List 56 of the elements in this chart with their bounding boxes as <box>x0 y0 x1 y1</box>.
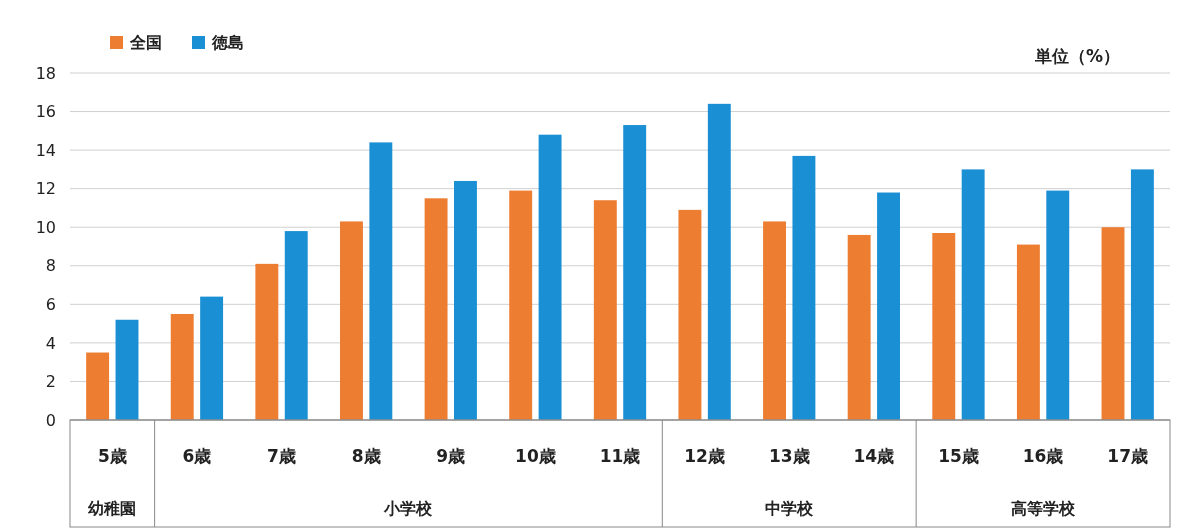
bar <box>1130 169 1154 420</box>
bar <box>877 192 900 420</box>
bar <box>707 103 731 420</box>
x-tick-label: 9歳 <box>436 446 466 466</box>
legend-label: 全国 <box>129 33 162 52</box>
bar <box>1046 190 1070 420</box>
bar <box>593 200 617 420</box>
y-tick-label: 10 <box>35 217 56 237</box>
y-tick-label: 18 <box>35 63 56 83</box>
bar <box>115 319 139 420</box>
bar <box>1016 244 1040 420</box>
y-tick-label: 16 <box>35 102 56 122</box>
bar <box>200 296 224 420</box>
bar <box>1101 227 1125 420</box>
x-tick-label: 13歳 <box>768 446 810 466</box>
bar <box>847 234 871 420</box>
y-tick-label: 8 <box>45 256 56 276</box>
bar <box>678 209 702 420</box>
x-tick-label: 12歳 <box>684 446 725 466</box>
bar <box>369 142 393 420</box>
bar <box>255 263 279 420</box>
bar <box>170 313 194 420</box>
bar <box>763 221 786 420</box>
x-tick-label: 11歳 <box>599 446 641 466</box>
x-tick-label: 7歳 <box>267 446 296 466</box>
x-tick-label: 10歳 <box>515 446 556 466</box>
y-tick-label: 14 <box>35 140 56 160</box>
bar <box>340 221 363 420</box>
bar <box>538 134 562 420</box>
bar <box>284 231 308 420</box>
text: 小学校 <box>383 499 434 518</box>
y-tick-label: 6 <box>45 294 56 314</box>
bar <box>623 125 647 420</box>
bar <box>424 198 448 420</box>
x-tick-label: 16歳 <box>1022 446 1064 466</box>
x-tick-label: 5歳 <box>97 446 127 466</box>
bar <box>792 155 816 420</box>
x-tick-label: 6歳 <box>182 446 212 466</box>
x-tick-label: 15歳 <box>938 446 979 466</box>
y-tick-label: 2 <box>45 372 56 392</box>
y-tick-label: 4 <box>45 333 56 353</box>
bar <box>454 180 477 420</box>
text: 高等学校 <box>1011 499 1077 518</box>
legend-label: 徳島 <box>211 33 244 52</box>
y-tick-label: 12 <box>35 179 56 199</box>
x-tick-label: 8歳 <box>351 446 381 466</box>
x-tick-label: 17歳 <box>1107 446 1149 466</box>
y-tick-label: 0 <box>45 410 56 430</box>
x-tick-label: 14歳 <box>853 446 895 466</box>
text: 中学校 <box>765 499 815 518</box>
y-axis-title: 単位（%） <box>1033 46 1120 66</box>
bar <box>961 169 985 420</box>
bar <box>86 352 110 420</box>
bar <box>509 190 533 420</box>
bar <box>932 233 956 420</box>
text: 幼稚園 <box>88 499 137 518</box>
